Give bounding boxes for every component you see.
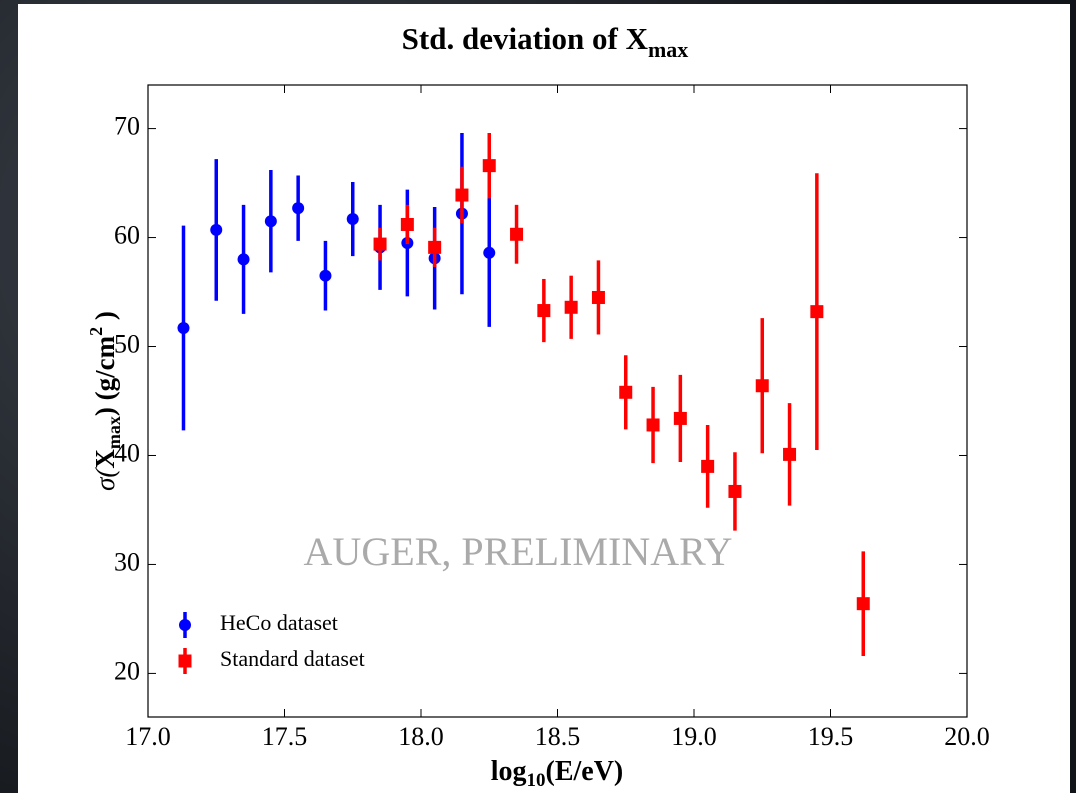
x-tick-label: 20.0 [944, 722, 990, 751]
y-tick-label: 20 [114, 656, 140, 685]
y-label-text: σ( [90, 467, 120, 491]
data-point [482, 159, 496, 173]
x-tick-label: 18.0 [398, 722, 444, 751]
data-point [755, 379, 769, 393]
data-point [428, 240, 442, 254]
data-point [210, 223, 223, 236]
y-label-text: ) (g/cm [90, 335, 120, 416]
y-label-text: ) [90, 311, 120, 327]
data-point [856, 597, 870, 611]
y-tick-label: 30 [114, 547, 140, 576]
legend-marker [178, 654, 192, 668]
y-label-superscript: 2 [86, 327, 106, 336]
data-point [177, 321, 190, 334]
data-point [319, 269, 332, 282]
x-tick-label: 17.0 [125, 722, 171, 751]
title-subscript: max [648, 37, 688, 62]
y-label-subscript: max [104, 416, 124, 449]
data-point [400, 217, 414, 231]
y-label-text: X [90, 449, 120, 469]
title-text: Std. deviation of X [402, 21, 649, 56]
data-point [237, 253, 250, 266]
data-point [346, 213, 359, 226]
y-tick-label: 60 [114, 221, 140, 250]
data-point [483, 246, 496, 259]
legend-marker [179, 619, 191, 631]
data-point [264, 215, 277, 228]
data-point [510, 227, 524, 241]
data-point [564, 300, 578, 314]
x-axis-label: log10(E/eV) [491, 756, 624, 791]
x-label-text: log [491, 756, 527, 787]
x-label-text: (E/eV) [546, 756, 624, 787]
data-point [373, 237, 387, 251]
annotation: AUGER, PRELIMINARY [304, 529, 733, 574]
data-point [673, 411, 687, 425]
x-tick-label: 19.0 [671, 722, 717, 751]
data-point [810, 305, 824, 319]
x-label-subscript: 10 [527, 770, 546, 791]
y-axis-label: σ(Xmax) (g/cm2 ) [86, 311, 124, 491]
x-tick-label: 18.5 [535, 722, 581, 751]
y-tick-label: 70 [114, 112, 140, 141]
chart-panel [18, 4, 1070, 793]
legend-label: Standard dataset [220, 646, 365, 671]
chart-title: Std. deviation of Xmax [402, 21, 689, 62]
x-tick-label: 17.5 [262, 722, 308, 751]
data-point [701, 459, 715, 473]
legend-label: HeCo dataset [220, 610, 338, 635]
x-tick-label: 19.5 [808, 722, 854, 751]
data-point [591, 290, 605, 304]
data-point [537, 304, 551, 318]
data-point [292, 202, 305, 215]
data-point [455, 188, 469, 202]
data-point [619, 385, 633, 399]
data-point [646, 418, 660, 432]
y-tick-label: 50 [114, 329, 140, 358]
y-tick-label: 40 [114, 438, 140, 467]
data-point [728, 484, 742, 498]
data-point [783, 447, 797, 461]
